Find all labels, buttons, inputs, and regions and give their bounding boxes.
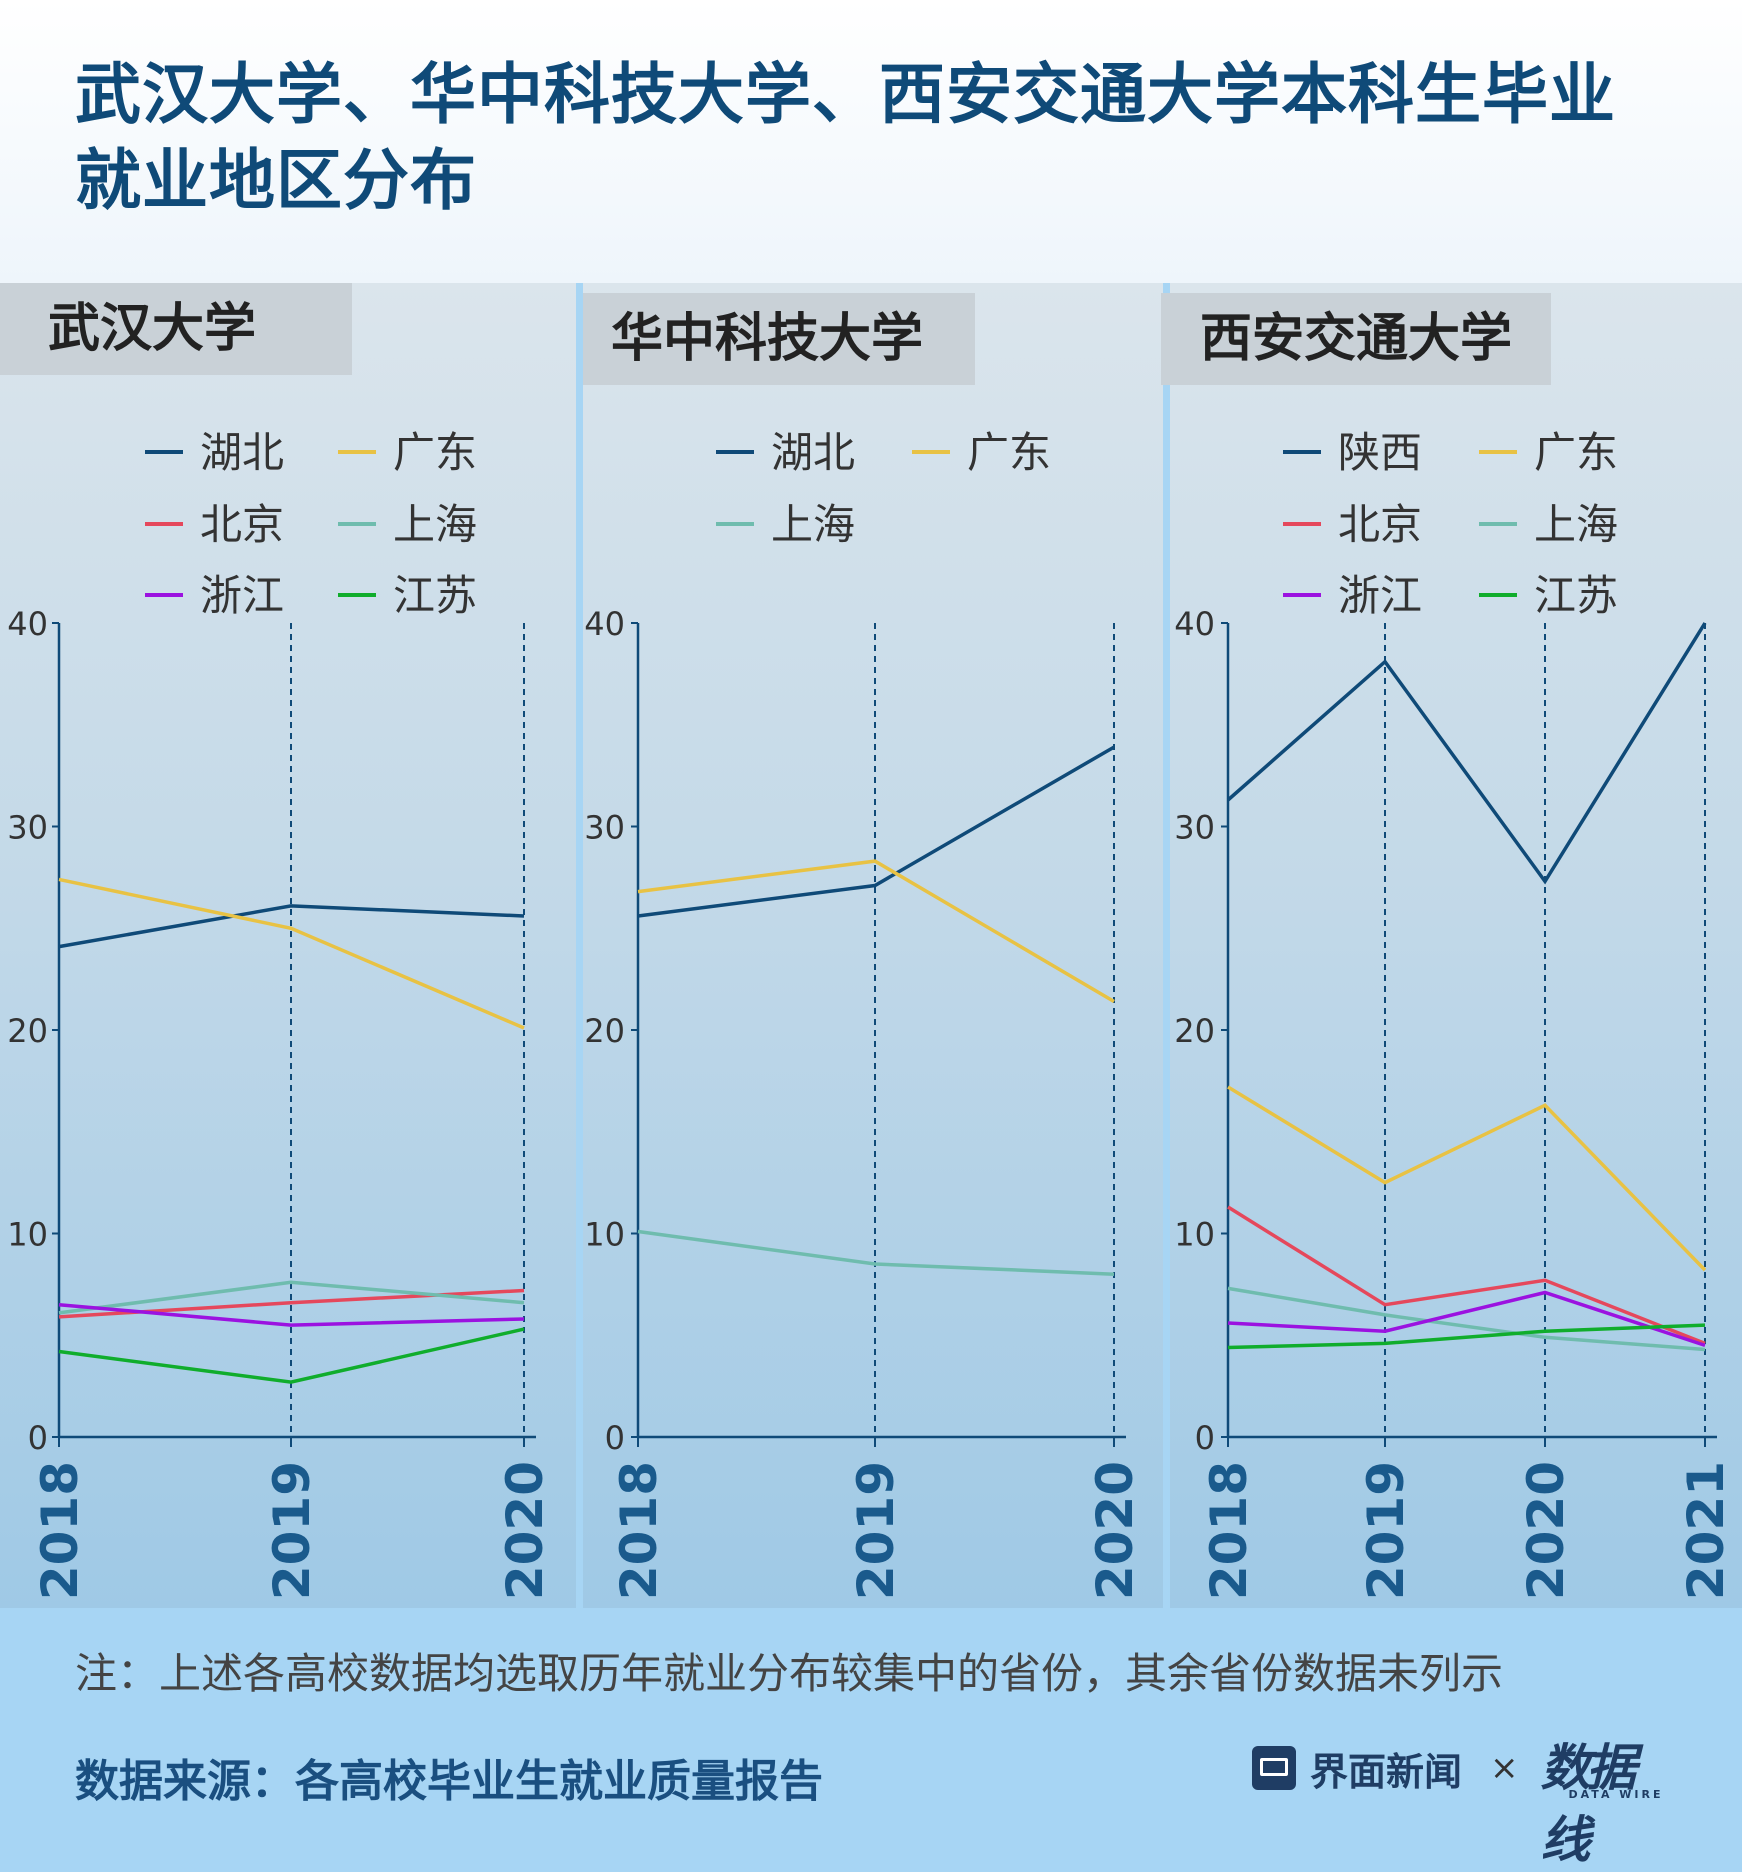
y-tick-label: 30 — [1174, 809, 1215, 847]
data-source: 数据来源：各高校毕业生就业质量报告 — [75, 1756, 823, 1807]
panel-title-hust: 华中科技大学 — [583, 293, 975, 385]
series-line-上海 — [1227, 1286, 1706, 1352]
y-tick-label: 30 — [7, 809, 48, 847]
legend-label: 江苏 — [1534, 571, 1618, 620]
series-line-陕西 — [1226, 622, 1707, 885]
series-line-广东 — [637, 859, 1115, 1004]
y-tick-label: 0 — [605, 1419, 625, 1457]
series-line-浙江 — [1227, 1290, 1706, 1348]
x-tick-label: 2018 — [31, 1461, 89, 1600]
brand-name: 界面新闻 — [1310, 1749, 1463, 1794]
panel-xjtu: 西安交通大学 — [1161, 283, 1742, 1608]
x-tick-label: 2020 — [496, 1461, 554, 1600]
page-title: 武汉大学、华中科技大学、西安交通大学本科生毕业就业地区分布 — [75, 56, 1616, 219]
y-tick-label: 40 — [584, 605, 625, 643]
legend-label: 浙江 — [1338, 571, 1422, 620]
y-tick-label: 0 — [1195, 1419, 1215, 1457]
datawire-logo: 数据线 DATA WIRE — [1541, 1728, 1671, 1869]
series-line-湖北 — [637, 745, 1115, 918]
x-tick-label: 2021 — [1677, 1461, 1735, 1600]
y-tick-label: 0 — [28, 1419, 48, 1457]
series-line-上海 — [58, 1280, 525, 1315]
x-tick-label: 2018 — [1200, 1461, 1258, 1600]
legend-label: 陕西 — [1338, 428, 1422, 477]
series-line-江苏 — [1227, 1323, 1706, 1350]
legend-label: 浙江 — [200, 571, 284, 620]
y-tick-label: 10 — [1174, 1216, 1215, 1254]
x-tick-label: 2019 — [263, 1461, 321, 1600]
legend-label: 上海 — [393, 500, 477, 549]
series-line-上海 — [637, 1229, 1115, 1276]
panel-hust: 华中科技大学 — [583, 283, 1163, 1608]
x-tick-label: 2018 — [610, 1461, 668, 1600]
legend-label: 上海 — [771, 500, 855, 549]
y-tick-label: 20 — [1174, 1012, 1215, 1050]
series-line-湖北 — [58, 904, 525, 949]
header: 武汉大学、华中科技大学、西安交通大学本科生毕业就业地区分布 — [0, 0, 1742, 283]
series-line-江苏 — [58, 1327, 525, 1384]
series-line-北京 — [1227, 1205, 1706, 1346]
legend-label: 北京 — [1338, 500, 1422, 549]
legend-label: 北京 — [200, 500, 284, 549]
legend-label: 湖北 — [200, 428, 284, 477]
panel-whu: 武汉大学 — [0, 283, 576, 1608]
footnote: 注：上述各高校数据均选取历年就业分布较集中的省份，其余省份数据未列示 — [75, 1649, 1504, 1698]
datawire-logo-sub: DATA WIRE — [1568, 1788, 1664, 1801]
x-tick-label: 2019 — [847, 1461, 905, 1600]
y-tick-label: 40 — [1174, 605, 1215, 643]
y-tick-label: 20 — [584, 1012, 625, 1050]
brand-block: 界面新闻 × 数据线 DATA WIRE — [1252, 1738, 1671, 1869]
panel-title-whu: 武汉大学 — [0, 283, 352, 375]
jiemian-logo-icon — [1252, 1746, 1296, 1790]
x-tick-label: 2020 — [1517, 1461, 1575, 1600]
x-tick-label: 2020 — [1086, 1461, 1144, 1600]
series-line-广东 — [58, 877, 525, 1030]
brand-separator: × — [1490, 1748, 1519, 1788]
y-tick-label: 20 — [7, 1012, 48, 1050]
legend-label: 江苏 — [393, 571, 477, 620]
y-tick-label: 10 — [7, 1216, 48, 1254]
x-tick-label: 2019 — [1357, 1461, 1415, 1600]
legend-label: 广东 — [967, 428, 1051, 477]
series-line-广东 — [1227, 1085, 1707, 1272]
panel-title-xjtu: 西安交通大学 — [1161, 293, 1551, 385]
legend-label: 广东 — [1534, 428, 1618, 477]
datawire-logo-text: 数据线 — [1540, 1739, 1637, 1869]
legend-label: 广东 — [393, 428, 477, 477]
y-tick-label: 10 — [584, 1216, 625, 1254]
series-line-浙江 — [58, 1302, 525, 1327]
y-tick-label: 30 — [584, 809, 625, 847]
legend-label: 湖北 — [771, 428, 855, 477]
y-tick-label: 40 — [7, 605, 48, 643]
legend-label: 上海 — [1534, 500, 1618, 549]
